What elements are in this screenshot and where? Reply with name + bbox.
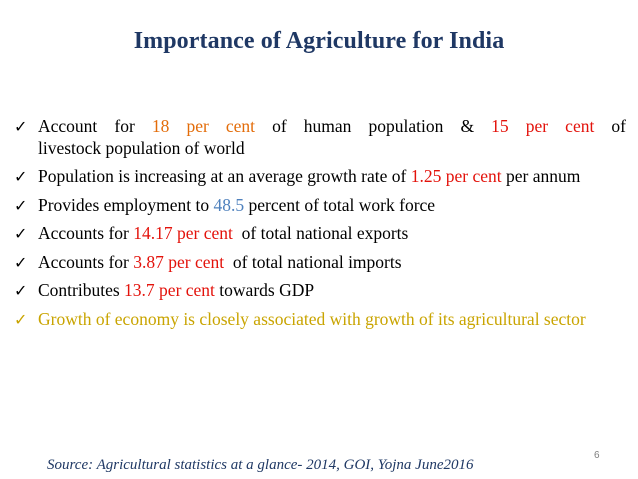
- checkmark-icon: ✓: [14, 252, 28, 272]
- highlight-value: 13.7 per cent: [124, 280, 215, 300]
- bullet-list: ✓ Account for 18 per cent of human popul…: [14, 116, 626, 337]
- bullet-economy-growth: ✓ Growth of economy is closely associate…: [14, 309, 626, 331]
- bullet-text: Growth of economy is closely associated …: [38, 308, 586, 329]
- bullet-growth-rate: ✓ Population is increasing at an average…: [14, 166, 581, 186]
- highlight-value: 15 per cent: [491, 116, 595, 136]
- checkmark-icon: ✓: [14, 281, 28, 300]
- slide-title: Importance of Agriculture for India: [133, 28, 505, 54]
- highlight-value: 18 per cent: [151, 116, 256, 136]
- highlight-value: 3.87 per cent: [133, 251, 225, 272]
- bullet-population-share: ✓ Account for 18 per cent of human popul…: [14, 116, 626, 159]
- checkmark-icon: ✓: [14, 309, 28, 329]
- checkmark-icon: ✓: [14, 167, 28, 186]
- highlight-value: 1.25 per cent: [410, 166, 502, 186]
- bullet-imports: ✓ Accounts for 3.87 per cent of total na…: [14, 251, 402, 272]
- bullet-gdp: ✓ Contributes 13.7 per cent towards GDP: [14, 280, 315, 300]
- bullet-exports: ✓ Accounts for 14.17 per cent of total n…: [14, 223, 409, 243]
- bullet-line: livestock population of world: [38, 137, 245, 158]
- bullet-employment: ✓ Provides employment to 48.5 percent of…: [14, 194, 436, 215]
- page-number: 6: [594, 450, 600, 461]
- checkmark-icon: ✓: [14, 117, 28, 136]
- highlight-value: 14.17 per cent: [133, 223, 233, 243]
- bullet-line: Account for 18 per cent of human populat…: [38, 116, 626, 136]
- highlight-value: 48.5: [213, 194, 245, 215]
- source-citation: Source: Agricultural statistics at a gla…: [47, 457, 474, 473]
- checkmark-icon: ✓: [14, 224, 28, 243]
- checkmark-icon: ✓: [14, 195, 28, 215]
